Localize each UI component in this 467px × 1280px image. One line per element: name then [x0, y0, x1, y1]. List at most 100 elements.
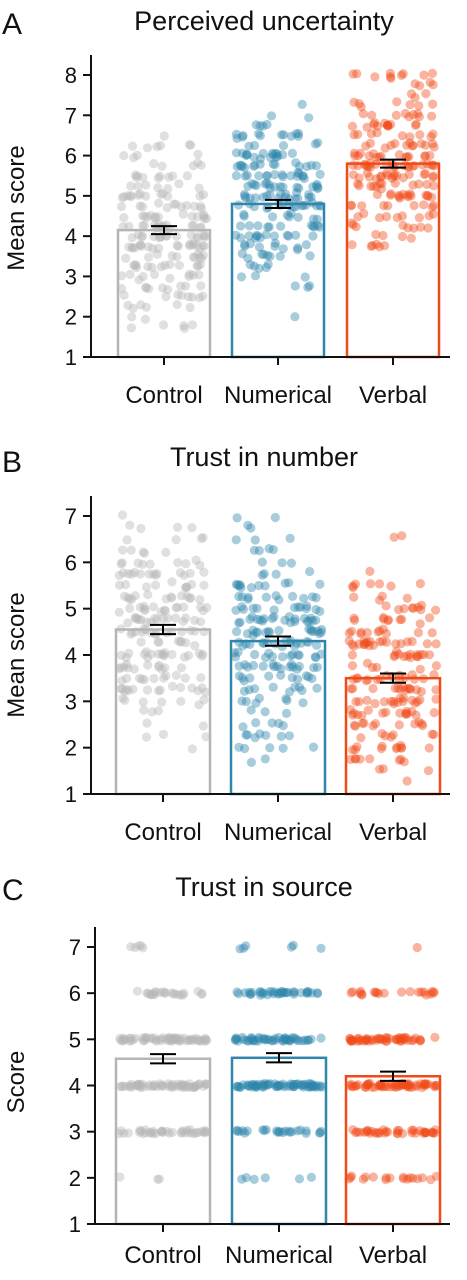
data-point: [382, 168, 392, 178]
data-point: [407, 695, 417, 705]
data-point: [139, 548, 149, 558]
data-point: [201, 1127, 211, 1137]
data-point: [392, 1034, 402, 1045]
data-point: [198, 190, 209, 200]
data-point: [362, 1080, 373, 1090]
data-point: [390, 170, 400, 180]
data-point: [164, 1128, 174, 1138]
data-point: [421, 1079, 431, 1089]
data-point: [402, 1080, 412, 1090]
data-point: [126, 1081, 136, 1091]
data-point: [349, 641, 359, 651]
data-point: [160, 663, 170, 673]
data-point: [277, 130, 287, 140]
data-point: [154, 660, 164, 670]
data-point: [285, 662, 295, 672]
data-point: [238, 943, 249, 953]
data-point: [366, 129, 376, 139]
data-point: [307, 673, 317, 684]
data-point: [232, 513, 242, 523]
data-point: [312, 214, 322, 224]
data-point: [352, 710, 363, 720]
data-point: [165, 273, 175, 283]
data-point: [398, 696, 408, 707]
data-point: [134, 614, 144, 624]
data-point: [184, 1079, 194, 1089]
data-point: [346, 200, 356, 210]
data-point: [405, 987, 415, 997]
data-point: [263, 259, 273, 269]
data-point: [124, 686, 134, 696]
data-point: [349, 708, 359, 718]
data-point: [298, 171, 308, 181]
data-point: [232, 987, 242, 997]
data-point: [270, 238, 280, 248]
data-point: [166, 1036, 176, 1046]
data-point: [308, 231, 318, 241]
data-point: [357, 989, 367, 999]
data-point: [179, 1033, 189, 1043]
data-point: [347, 1036, 357, 1046]
data-point: [127, 594, 137, 604]
data-point: [261, 262, 271, 273]
data-point: [253, 1079, 263, 1089]
data-point: [232, 627, 242, 637]
data-point: [123, 618, 133, 628]
data-point: [181, 583, 191, 593]
y-tick-label: 3: [65, 264, 77, 289]
data-point: [171, 535, 181, 545]
data-point: [115, 1172, 125, 1182]
data-point: [245, 989, 255, 999]
data-point: [138, 943, 148, 953]
data-point: [403, 192, 413, 202]
data-point: [360, 1172, 371, 1182]
data-point: [188, 240, 198, 250]
data-point: [200, 232, 210, 242]
data-point: [303, 1082, 313, 1092]
data-point: [284, 612, 294, 622]
data-point: [415, 619, 425, 629]
data-point: [359, 208, 369, 219]
data-point: [386, 732, 396, 742]
data-point: [307, 988, 317, 998]
data-point: [243, 253, 253, 263]
data-point: [201, 687, 211, 697]
data-point: [420, 168, 430, 179]
data-point: [196, 617, 206, 627]
data-point: [258, 1081, 268, 1091]
y-tick-label: 2: [65, 305, 77, 330]
data-point: [355, 988, 365, 998]
data-point: [181, 1080, 191, 1091]
data-point: [180, 673, 190, 683]
data-point: [278, 743, 288, 753]
data-point: [279, 1034, 289, 1044]
data-point: [376, 1079, 386, 1089]
data-point: [385, 1082, 395, 1092]
data-point: [428, 1128, 438, 1138]
data-point: [250, 1036, 260, 1046]
data-point: [250, 733, 260, 743]
data-point: [376, 1080, 386, 1090]
data-point: [173, 558, 183, 568]
data-point: [265, 743, 275, 753]
data-point: [424, 743, 434, 753]
data-point: [152, 1082, 162, 1092]
data-point: [184, 1082, 194, 1092]
data-point: [132, 1081, 143, 1091]
data-point: [402, 637, 413, 647]
data-point: [156, 189, 166, 199]
data-point: [386, 73, 396, 83]
data-point: [150, 987, 160, 997]
data-point: [307, 1079, 317, 1089]
data-point: [248, 603, 258, 613]
data-point: [419, 1079, 430, 1089]
data-point: [308, 1081, 318, 1091]
data-point: [280, 1033, 290, 1043]
data-point: [399, 1079, 409, 1089]
data-point: [393, 1081, 403, 1091]
data-point: [260, 1173, 270, 1183]
data-point: [167, 649, 177, 660]
data-point: [153, 1174, 163, 1184]
data-point: [142, 988, 152, 998]
data-point: [350, 754, 360, 764]
